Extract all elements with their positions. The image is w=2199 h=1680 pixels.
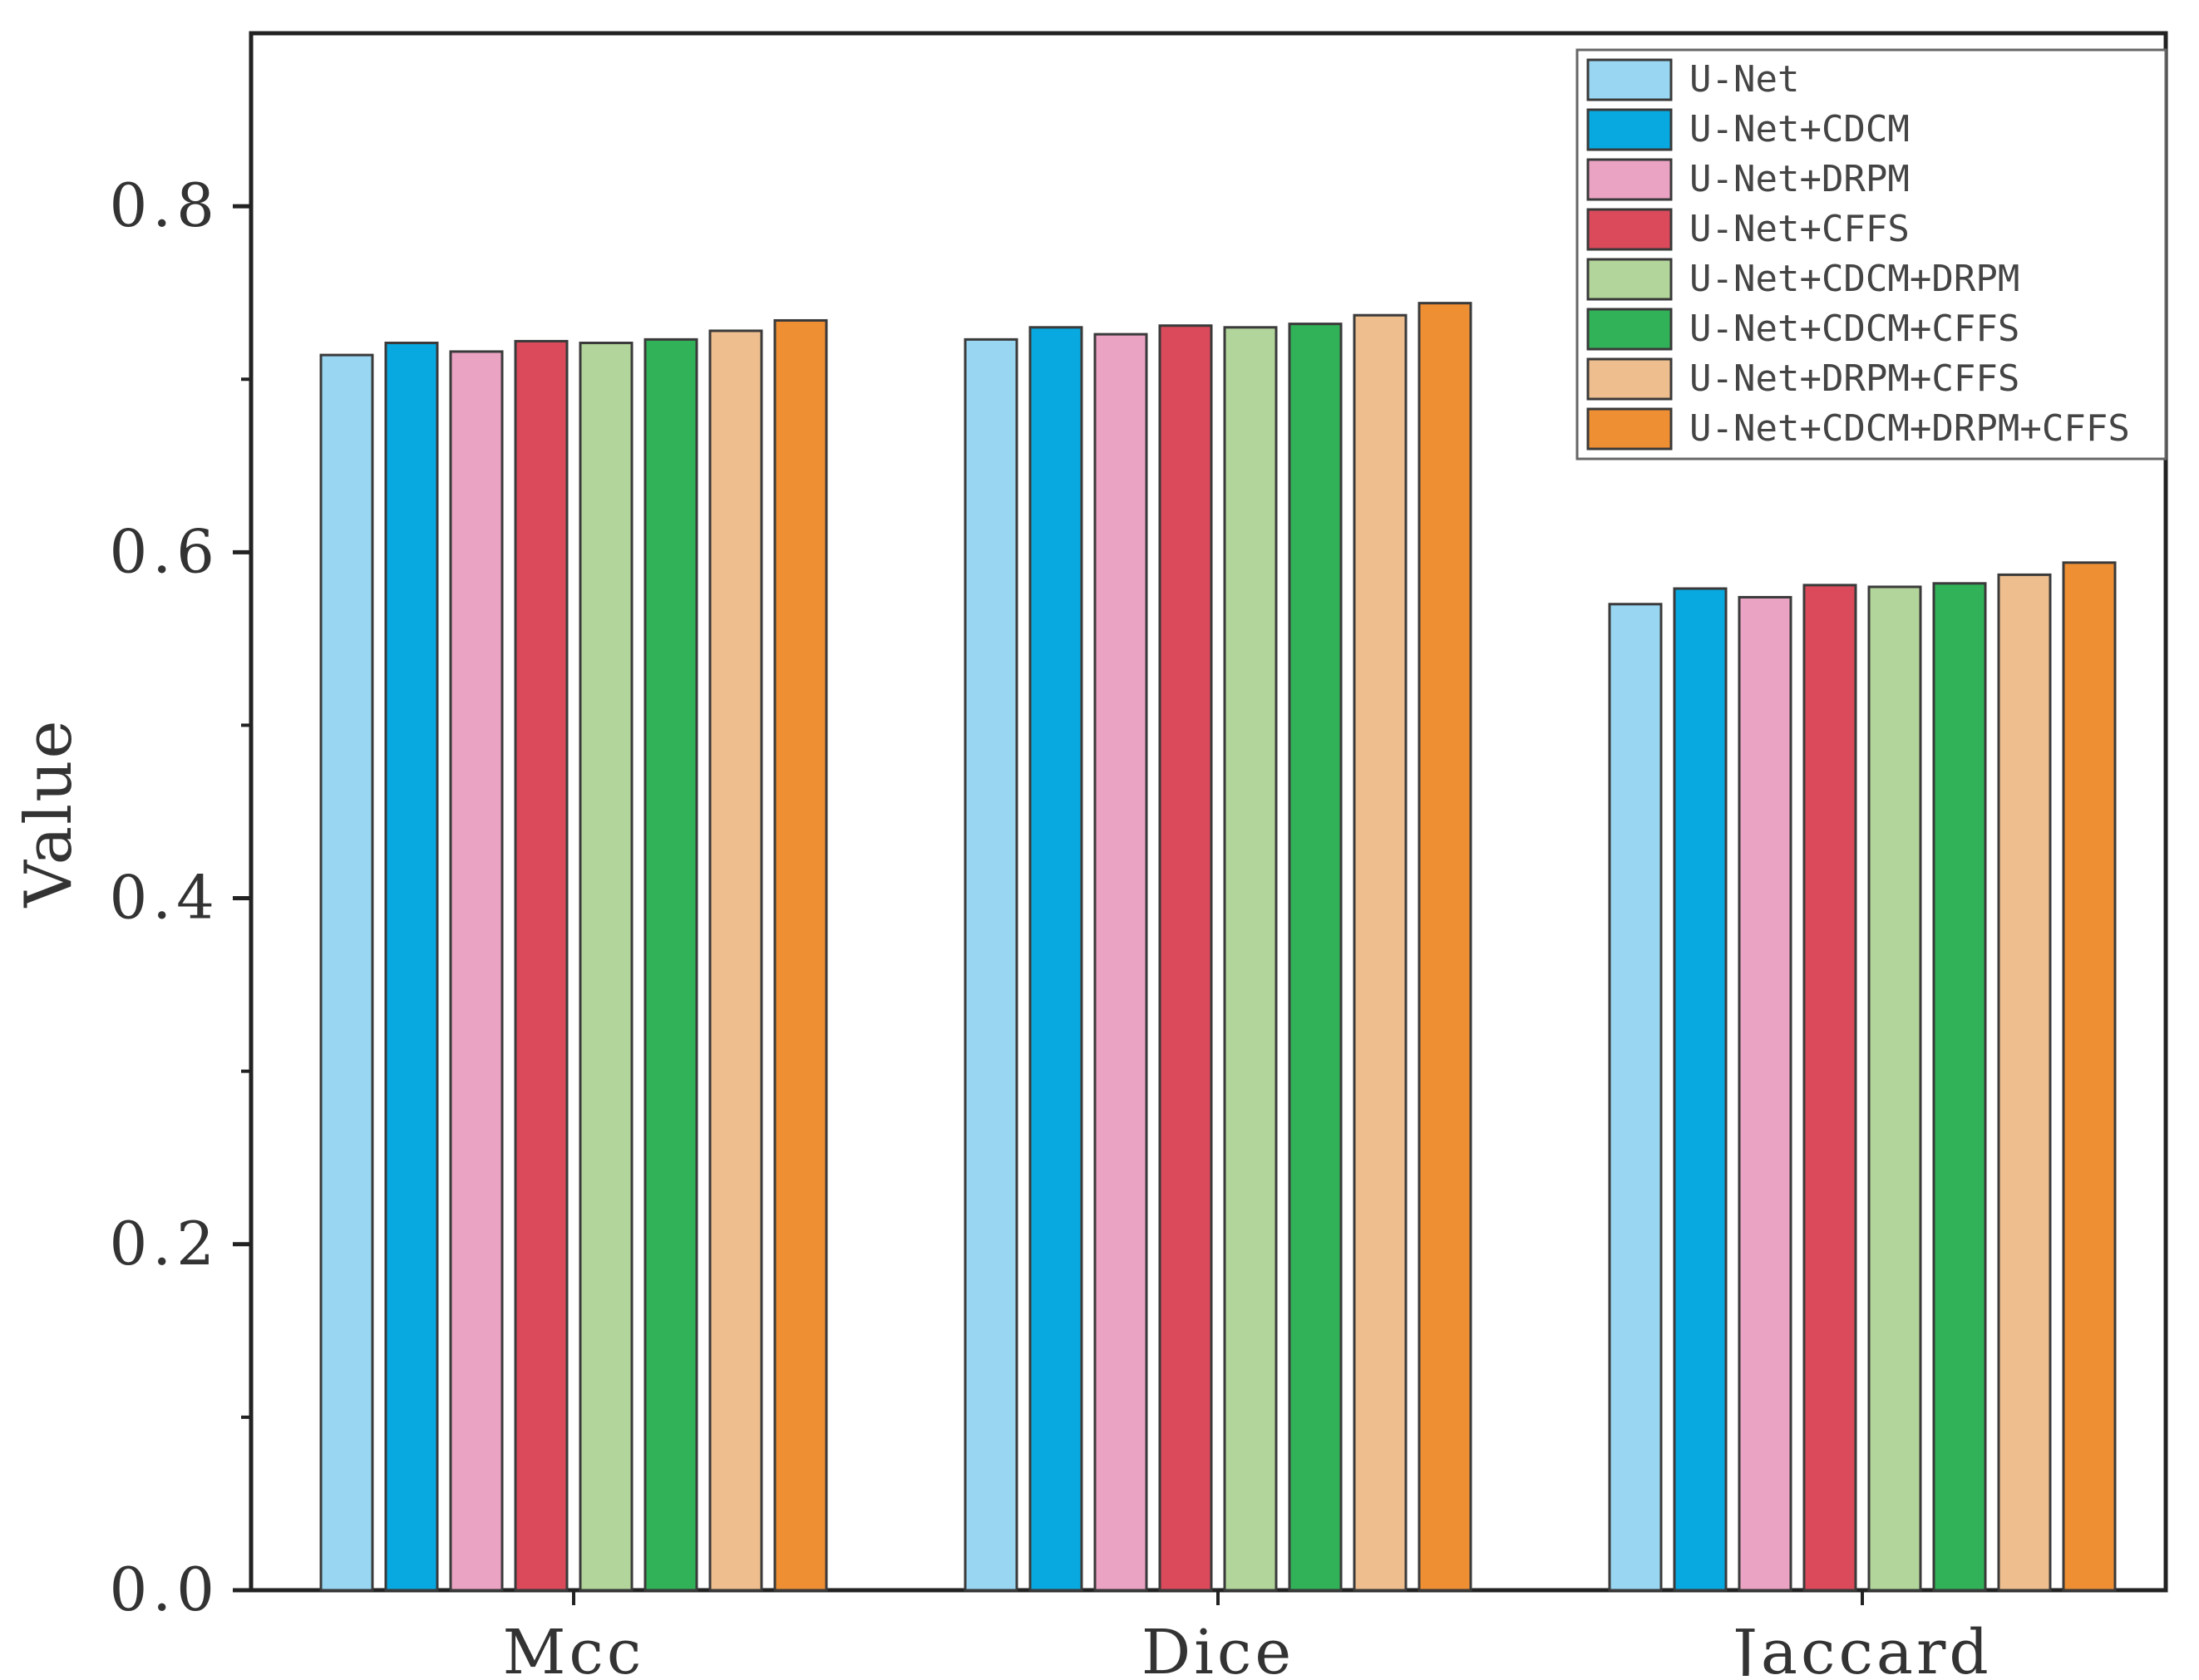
bar-dice-1 — [1028, 326, 1083, 1592]
bar-dice-7 — [1418, 302, 1472, 1592]
bar-dice-3 — [1158, 324, 1213, 1592]
bar-mcc-4 — [579, 342, 634, 1592]
bar-jaccard-0 — [1608, 603, 1663, 1592]
bar-jaccard-5 — [1932, 582, 1987, 1592]
bar-jaccard-2 — [1738, 595, 1792, 1592]
bar-dice-4 — [1223, 326, 1278, 1592]
legend: U-Net U-Net+CDCM U-Net+DRPM U-Net+CFFS U-Net… — [1575, 48, 2167, 461]
bar-mcc-5 — [643, 337, 698, 1592]
bar-mcc-1 — [384, 342, 439, 1592]
bar-jaccard-4 — [1867, 585, 1922, 1592]
x-tick-label-mcc: Mcc — [503, 1617, 645, 1676]
bar-mcc-6 — [708, 329, 763, 1592]
legend-label-6: U-Net+DRPM+CFFS — [1689, 357, 2019, 400]
y-tick-label: 0.0 — [109, 1554, 219, 1624]
y-tick-label: 0.4 — [109, 863, 219, 933]
bar-dice-0 — [964, 337, 1018, 1592]
bar-dice-5 — [1288, 323, 1343, 1592]
legend-label-1: U-Net+CDCM — [1689, 108, 1910, 150]
legend-swatch-7 — [1586, 407, 1673, 451]
bars-group — [319, 302, 2117, 1592]
bar-dice-6 — [1353, 313, 1408, 1592]
bar-jaccard-6 — [1997, 573, 2052, 1592]
legend-swatch-0 — [1586, 58, 1673, 101]
bar-jaccard-7 — [2062, 561, 2117, 1592]
legend-swatch-1 — [1586, 108, 1673, 151]
legend-label-0: U-Net — [1689, 58, 1799, 101]
x-tick-label-dice: Dice — [1141, 1617, 1294, 1676]
legend-label-2: U-Net+DRPM — [1689, 158, 1910, 200]
bar-dice-2 — [1093, 333, 1148, 1592]
bar-jaccard-3 — [1802, 584, 1857, 1592]
legend-swatch-5 — [1586, 308, 1673, 351]
legend-swatch-3 — [1586, 208, 1673, 251]
y-tick-label: 0.6 — [109, 516, 219, 586]
y-axis: 0.0 0.2 0.4 0.6 0.8 — [109, 170, 251, 1624]
legend-swatch-2 — [1586, 158, 1673, 201]
bar-mcc-0 — [319, 353, 374, 1592]
bar-mcc-7 — [773, 318, 828, 1592]
bar-jaccard-1 — [1673, 587, 1728, 1592]
bar-mcc-3 — [514, 339, 569, 1592]
y-axis-title: Value — [12, 718, 86, 908]
legend-label-3: U-Net+CFFS — [1689, 208, 1910, 250]
x-tick-label-jaccard: Jaccard — [1727, 1617, 1992, 1676]
x-axis: Mcc Dice Jaccard — [503, 1590, 1992, 1680]
legend-swatch-4 — [1586, 258, 1673, 301]
legend-label-5: U-Net+CDCM+CFFS — [1689, 308, 2019, 350]
legend-label-7: U-Net+CDCM+DRPM+CFFS — [1689, 407, 2130, 450]
y-tick-label: 0.2 — [109, 1209, 219, 1278]
legend-swatch-6 — [1586, 357, 1673, 401]
y-tick-label: 0.8 — [109, 170, 219, 240]
legend-label-4: U-Net+CDCM+DRPM — [1689, 258, 2019, 300]
bar-mcc-2 — [449, 350, 504, 1592]
legend-box — [1575, 48, 2167, 461]
